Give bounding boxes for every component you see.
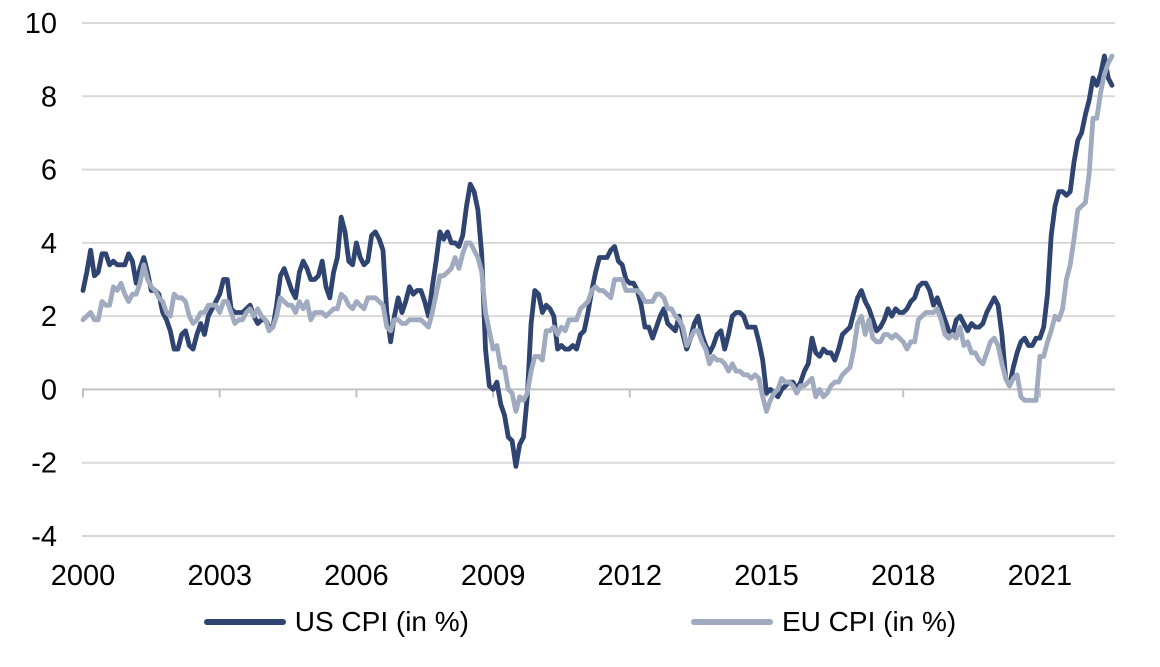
y-axis-tick-label: -4 [31, 521, 57, 553]
x-axis-tick-label: 2006 [324, 560, 389, 592]
y-axis-tick-label: 10 [25, 8, 57, 40]
y-axis-tick-label: 2 [41, 301, 57, 333]
x-axis-tick-label: 2015 [734, 560, 799, 592]
x-axis-tick-label: 2003 [187, 560, 252, 592]
y-axis-tick-label: -2 [31, 448, 57, 480]
y-axis-tick-label: 6 [41, 155, 57, 187]
x-axis-tick-label: 2018 [871, 560, 936, 592]
legend-swatch-us-line [203, 619, 286, 625]
y-axis-tick-label: 8 [41, 81, 57, 113]
legend-label-eu: EU CPI (in %) [782, 606, 957, 637]
legend: US CPI (in %) EU CPI (in %) [0, 608, 1160, 636]
x-axis-tick-label: 2012 [598, 560, 663, 592]
legend-item-eu: EU CPI (in %) [691, 608, 956, 636]
y-axis-tick-label: 0 [41, 374, 57, 406]
legend-label-us: US CPI (in %) [294, 606, 469, 637]
plot-area: 10 8 6 4 2 0 -2 -4 2000 2003 2006 2009 2012 2015 2018 2… [25, 8, 1115, 592]
us-cpi-line [80, 53, 1115, 469]
x-axis-tick-label: 2021 [1008, 560, 1073, 592]
eu-cpi-line [80, 53, 1115, 414]
x-axis-tick-label: 2000 [51, 560, 116, 592]
x-axis-tick-label: 2009 [461, 560, 526, 592]
legend-swatch-eu-line [691, 619, 773, 625]
y-axis-tick-label: 4 [41, 228, 57, 260]
legend-item-us: US CPI (in %) [203, 606, 469, 637]
